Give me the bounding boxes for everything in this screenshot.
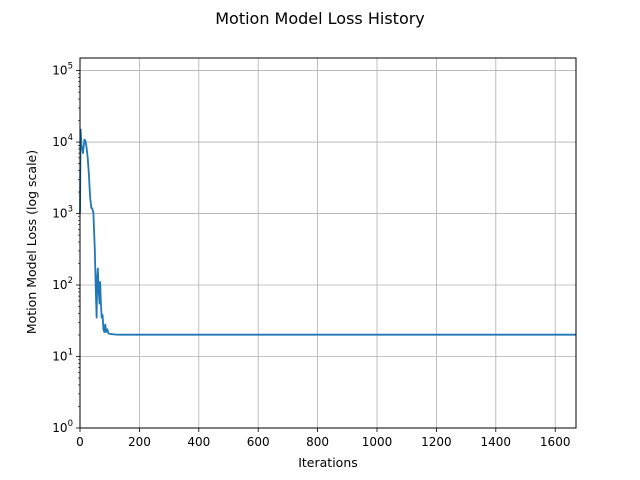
x-tick-label: 1000 [362, 435, 393, 449]
y-tick-label: 101 [52, 348, 73, 364]
y-tick-label: 103 [52, 205, 73, 221]
loss-line [79, 128, 576, 336]
x-tick-label: 200 [128, 435, 151, 449]
y-tick-label: 104 [52, 133, 73, 149]
x-tick-label: 0 [76, 435, 84, 449]
chart-title: Motion Model Loss History [215, 9, 425, 28]
plot-frame [79, 57, 577, 429]
y-axis-label: Motion Model Loss (log scale) [24, 150, 39, 334]
x-tick-label: 1400 [481, 435, 512, 449]
plot-area [79, 128, 576, 336]
x-axis-label: Iterations [298, 455, 358, 470]
y-tick-label: 100 [52, 419, 73, 435]
x-tick-label: 1200 [421, 435, 452, 449]
x-axis: 0 200 400 600 800 1000 1200 1400 1600 [76, 428, 570, 449]
grid [79, 58, 576, 429]
x-tick-label: 800 [306, 435, 329, 449]
x-tick-label: 600 [247, 435, 270, 449]
x-tick-label: 1600 [540, 435, 571, 449]
y-axis: 100 101 102 103 104 105 [52, 62, 80, 435]
y-tick-label: 102 [52, 276, 73, 292]
x-tick-label: 400 [187, 435, 210, 449]
y-tick-label: 105 [52, 62, 73, 78]
